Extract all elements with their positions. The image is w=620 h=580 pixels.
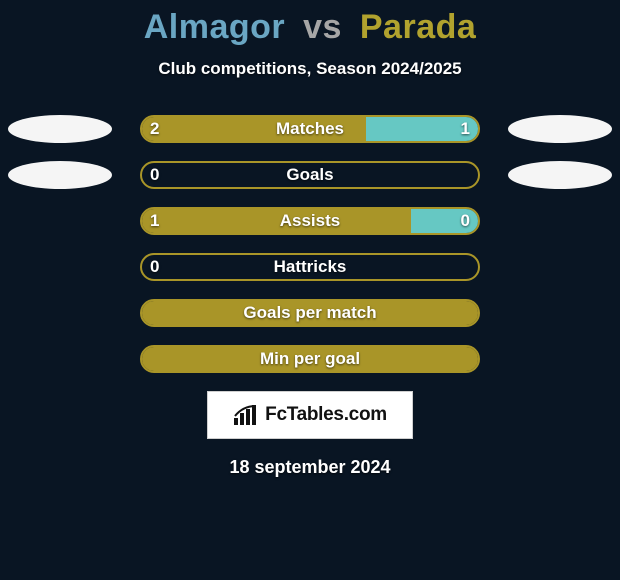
logo-bars-icon [233,404,259,426]
value-left: 1 [150,207,159,235]
page-title: Almagor vs Parada [0,8,620,47]
logo-box: FcTables.com [207,391,413,439]
stat-row: Assists1 0 [0,207,620,235]
bar-left-fill [142,209,411,233]
stat-row: Goals0 [0,161,620,189]
logo-text: FcTables.com [265,404,387,426]
right-ellipse [508,161,612,189]
right-ellipse [508,115,612,143]
date-label: 18 september 2024 [0,457,620,478]
bar-track: Hattricks [140,253,480,281]
bar-track: Matches [140,115,480,143]
left-ellipse [8,115,112,143]
stat-row: Goals per match [0,299,620,327]
value-left: 2 [150,115,159,143]
bar-label: Hattricks [142,255,478,279]
player1-name: Almagor [144,8,285,46]
bar-track: Assists [140,207,480,235]
value-right: 1 [461,115,470,143]
bar-left-fill [142,117,366,141]
bar-track: Goals [140,161,480,189]
comparison-infographic: Almagor vs Parada Club competitions, Sea… [0,0,620,580]
player2-name: Parada [360,8,476,46]
stat-row: Matches2 1 [0,115,620,143]
bar-label: Goals [142,163,478,187]
subtitle: Club competitions, Season 2024/2025 [0,59,620,79]
bar-track: Min per goal [140,345,480,373]
stat-rows: Matches21Goals0Assists10Hattricks0Goals … [0,115,620,373]
value-left: 0 [150,253,159,281]
bar-left-fill [142,347,478,371]
stat-row: Hattricks0 [0,253,620,281]
value-right: 0 [461,207,470,235]
bar-track: Goals per match [140,299,480,327]
logo: FcTables.com [233,404,387,426]
bar-left-fill [142,301,478,325]
left-ellipse [8,161,112,189]
value-left: 0 [150,161,159,189]
stat-row: Min per goal [0,345,620,373]
vs-label: vs [303,8,342,46]
